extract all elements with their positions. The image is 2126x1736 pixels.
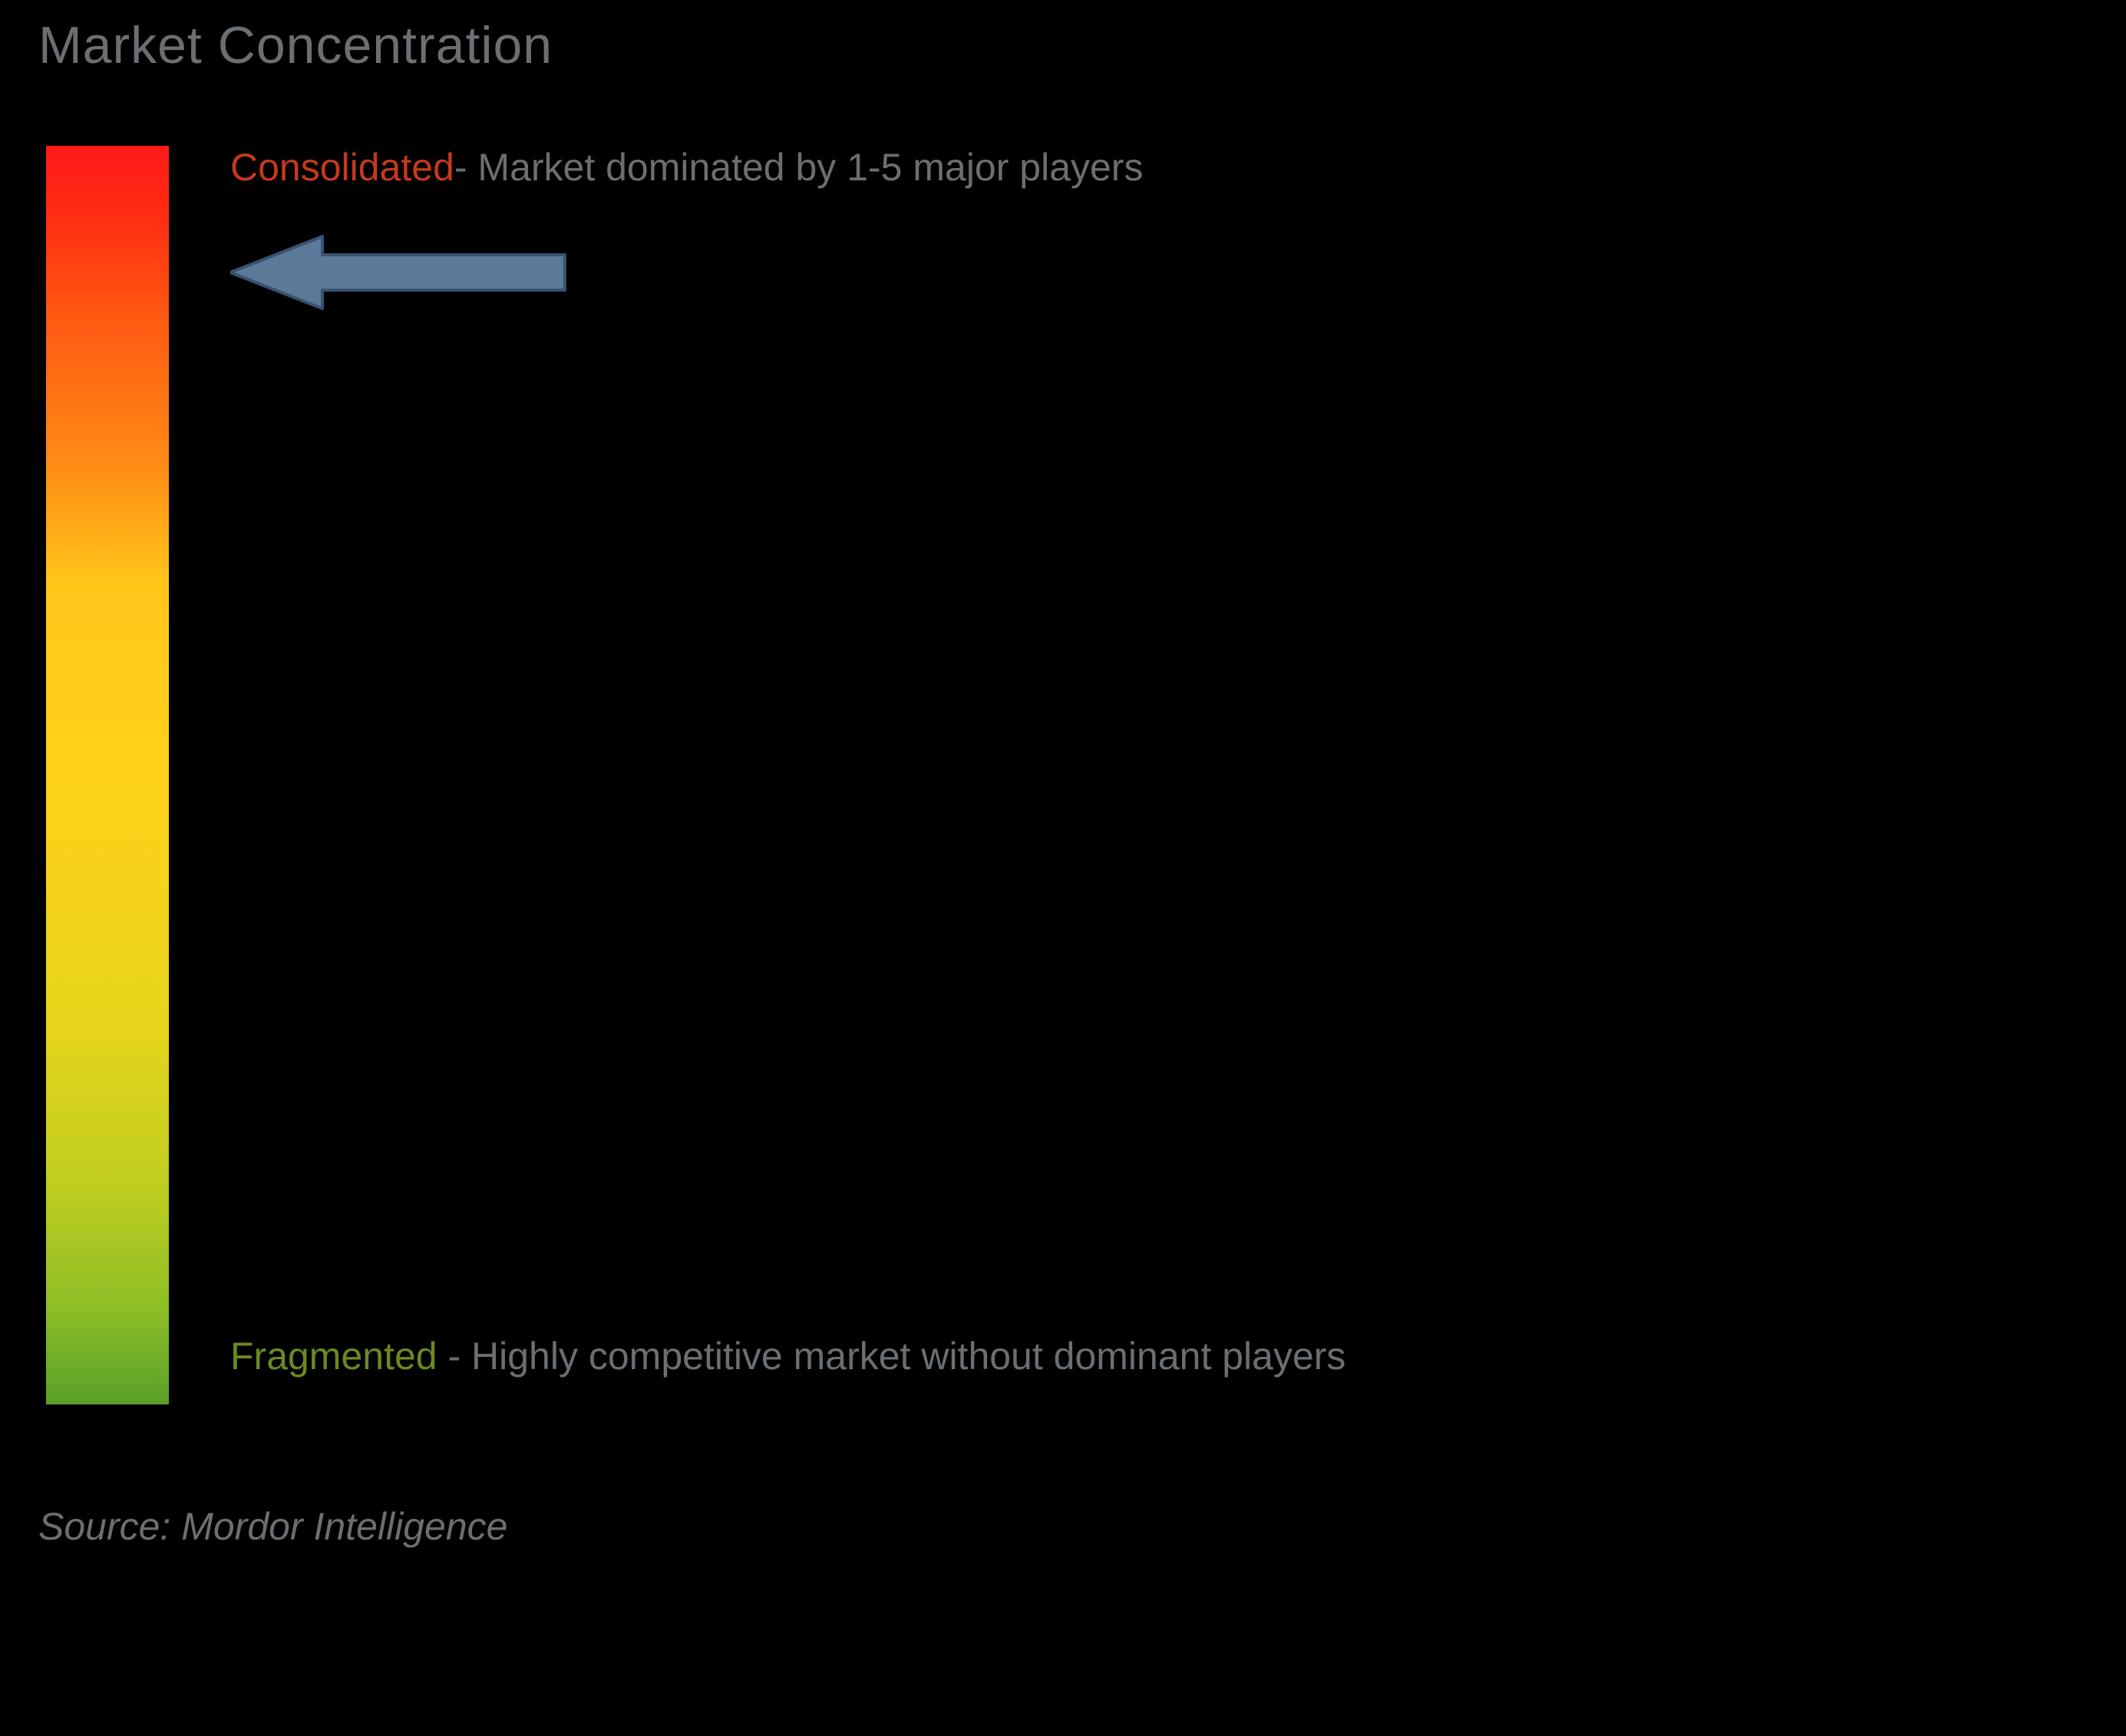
consolidated-label: Consolidated- Market dominated by 1-5 ma…: [230, 143, 1143, 193]
source-prefix: Source:: [38, 1505, 181, 1548]
scale-bar-svg: [46, 146, 169, 1404]
fragmented-head: Fragmented: [230, 1335, 437, 1378]
consolidated-head: Consolidated: [230, 146, 454, 189]
fragmented-desc: - Highly competitive market without domi…: [437, 1335, 1346, 1378]
concentration-scale: [46, 146, 169, 1404]
consolidated-desc: - Market dominated by 1-5 major players: [454, 146, 1144, 189]
indicator-arrow-icon: [230, 230, 568, 315]
labels-area: Consolidated- Market dominated by 1-5 ma…: [230, 146, 1727, 1404]
arrow-shape: [230, 236, 565, 309]
page-title-text: Market Concentration: [38, 16, 553, 74]
fragmented-label: Fragmented - Highly competitive market w…: [230, 1319, 1345, 1394]
source-text: Mordor Intelligence: [181, 1505, 507, 1548]
source-line: Source: Mordor Intelligence: [38, 1504, 507, 1549]
page-title: Market Concentration: [38, 15, 553, 75]
